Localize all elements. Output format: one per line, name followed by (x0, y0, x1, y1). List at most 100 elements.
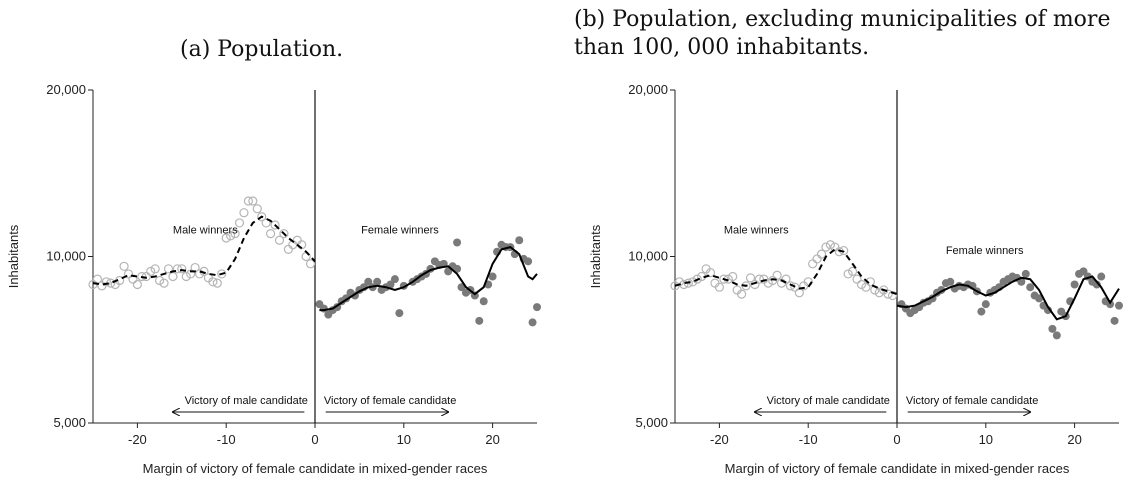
panel-a-male-point (159, 278, 169, 288)
panel-a-male-point (181, 271, 191, 282)
panel-a-x-tick-label: 20 (485, 432, 499, 447)
panel-b-male-point (821, 242, 831, 252)
panel-b-y-axis-title: Inhabitants (588, 224, 603, 288)
panel-b-female-point (1021, 269, 1030, 278)
panel-b-male-point (856, 279, 867, 290)
panel-a-female-point (386, 280, 395, 289)
panel-a-female-point (390, 275, 399, 284)
panel-a-female-point (533, 303, 541, 312)
panel-b-male-point (808, 259, 818, 269)
panel-a-male-point (266, 229, 276, 239)
panel-b-female-fit-line (896, 275, 1120, 321)
panel-b-y-tick-label: 10,000 (628, 249, 668, 264)
panel-b-female-point (1097, 272, 1106, 281)
panel-b-female-point (1043, 306, 1052, 315)
panel-a-male-fit-line (92, 215, 316, 286)
panel-b-female-point (977, 307, 986, 316)
panel-b-male-fit-line (674, 248, 898, 296)
panel-b-x-tick-label: 20 (1067, 432, 1081, 447)
panel-a-male-winners-label: Male winners (173, 225, 238, 237)
panel-b-male-point (745, 273, 756, 283)
panel-b-victory-male-label: Victory of male candidate (767, 395, 890, 407)
panel-a-female-point (488, 272, 497, 281)
panel-b-female-point (946, 277, 955, 286)
panel-a-y-tick-label: 20,000 (46, 82, 86, 97)
panel-a-x-axis-title: Margin of victory of female candidate in… (143, 461, 488, 476)
panel-a-male-point (243, 196, 253, 206)
panel-b-y-tick-label: 5,000 (635, 415, 668, 430)
panel-b-female-point (1092, 280, 1101, 289)
panel-a-male-point (186, 269, 196, 279)
panel-b-male-point (883, 289, 893, 299)
panel-a-male-point (150, 264, 160, 274)
panel-a-male-point (292, 235, 302, 245)
panel-a-female-point (453, 264, 462, 273)
panel-b-male-point (852, 274, 862, 284)
panel-b-y-tick-label: 20,000 (628, 82, 668, 97)
panel-b-x-tick-label: -20 (710, 432, 729, 447)
panel-a-victory-female-label: Victory of female candidate (324, 395, 456, 407)
panel-a-male-point (168, 271, 178, 282)
panel-a-female-fit-line (319, 246, 538, 312)
panel-b-female-point (1017, 277, 1026, 286)
panel-a-female-point (479, 297, 488, 306)
panel-a-male-point (123, 269, 134, 279)
panel-b-male-point (754, 274, 764, 284)
panel-b-x-tick-label: -10 (799, 432, 818, 447)
panel-a-male-point (248, 196, 258, 206)
panel-a-male-point (226, 231, 236, 241)
panel-b-male-point (719, 274, 729, 284)
panel-b-male-winners-label: Male winners (724, 225, 789, 237)
panel-b-male-point (861, 282, 871, 292)
panel-b-male-point (768, 275, 778, 286)
panel-a-male-point (137, 271, 147, 282)
panel-b-x-tick-label: 0 (893, 432, 900, 447)
panel-b-male-point (887, 290, 898, 301)
panel-b-female-point (1110, 316, 1119, 325)
panel-a-male-point (163, 264, 174, 274)
panel-a-male-point (283, 244, 293, 254)
panel-a-male-point (194, 269, 205, 279)
panel-b-male-point (825, 240, 836, 250)
panel-b-male-point (816, 249, 827, 259)
panel-b-female-point (1052, 331, 1061, 340)
panel-a-y-tick-label: 5,000 (53, 415, 86, 430)
panel-a-male-point (221, 233, 231, 243)
panel-a-female-point (395, 309, 404, 318)
panel-a-male-point (132, 279, 142, 290)
panel-b-male-point (781, 274, 791, 284)
panel-b-male-point (714, 282, 725, 292)
panel-a-title: (a) Population. (180, 37, 344, 62)
panel-b-victory-female-label: Victory of female candidate (906, 395, 1038, 407)
panel-a-male-point (230, 229, 240, 239)
panel-a-x-tick-label: 0 (311, 432, 318, 447)
panel-a-male-point (172, 264, 182, 274)
panel-b-male-point (692, 274, 702, 284)
panel-a-male-point (212, 278, 222, 288)
panel-a-female-point (528, 318, 537, 327)
panel-b-female-point (1026, 283, 1035, 292)
panel-a-male-point (119, 261, 129, 271)
panel-b-female-point (1115, 301, 1123, 310)
panel-a-victory-male-label: Victory of male candidate (185, 395, 308, 407)
panel-a-male-point (274, 235, 285, 245)
panel-a-female-point (364, 277, 373, 286)
panel-a-x-tick-label: -10 (217, 432, 236, 447)
panel-a-male-point (177, 264, 187, 274)
panel-b-male-point (674, 277, 685, 287)
panel-a-female-winners-label: Female winners (361, 225, 439, 237)
panel-a-male-point (261, 218, 271, 228)
panel-a-male-point (305, 259, 316, 269)
panel-b-male-point (874, 288, 884, 298)
panel-b-male-point (728, 271, 738, 282)
panel-b-x-axis-title: Margin of victory of female candidate in… (725, 461, 1070, 476)
panel-a-y-tick-label: 10,000 (46, 249, 86, 264)
panel-b-female-point (1048, 324, 1057, 333)
panel-b-male-point (790, 282, 800, 292)
panel-b-male-point (812, 254, 822, 264)
panel-a-female-point (515, 236, 524, 245)
panel-a-female-point (524, 257, 533, 266)
panel-b-female-winners-label: Female winners (946, 245, 1024, 257)
panel-a-y-axis-title: Inhabitants (6, 224, 21, 288)
